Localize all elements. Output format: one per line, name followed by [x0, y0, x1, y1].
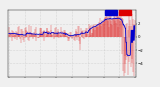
Bar [119, 10, 131, 15]
Bar [105, 10, 117, 15]
